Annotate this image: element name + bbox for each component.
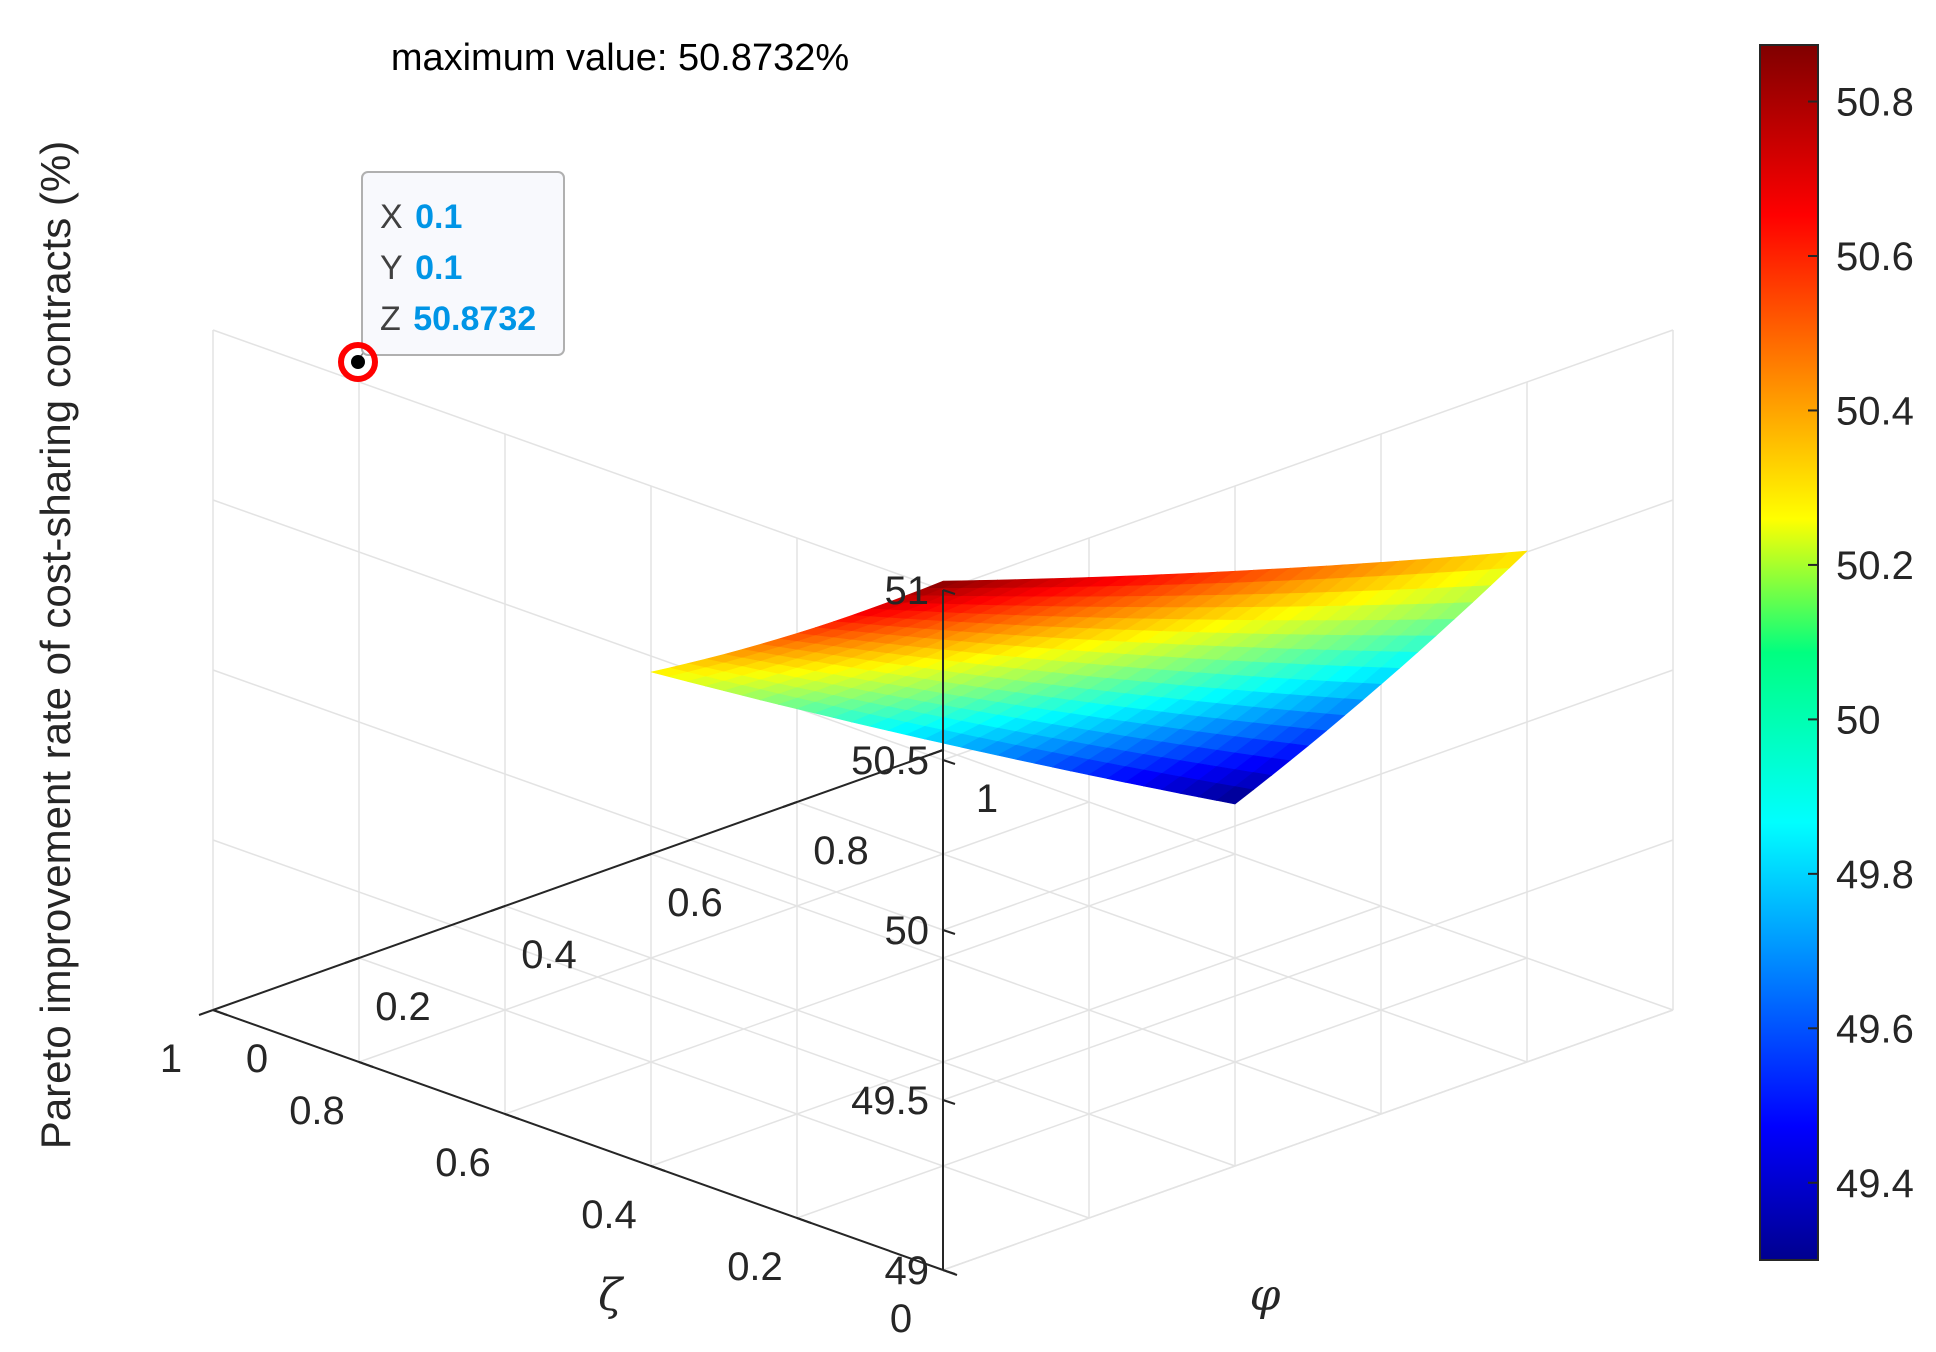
- x-tick-label: 0.4: [581, 1193, 637, 1237]
- y-axis-line: [212, 749, 944, 1011]
- x-axis-line: [212, 1009, 944, 1271]
- back-wall-gridline: [212, 839, 944, 1101]
- chart-title: maximum value: 50.8732%: [391, 37, 849, 79]
- y-tick-mark: [198, 1009, 214, 1016]
- y-tick-label: 0.6: [667, 881, 723, 925]
- datatip-z-row: Z 50.8732: [380, 300, 536, 338]
- back-wall-gridline: [212, 669, 944, 931]
- datatip-marker-ring[interactable]: [338, 342, 378, 382]
- y-tick-label: 0.2: [375, 985, 431, 1029]
- datatip-x-row: X 0.1: [380, 198, 462, 236]
- floor-gridline: [358, 957, 1090, 1219]
- y-tick-mark: [928, 749, 944, 756]
- x-tick-mark: [212, 1009, 228, 1016]
- y-tick-mark: [490, 905, 506, 912]
- back-wall-gridline: [942, 669, 1674, 931]
- y-tick-mark: [344, 957, 360, 964]
- back-wall-gridline: [942, 1009, 1674, 1271]
- z-tick-label: 51: [885, 569, 930, 613]
- y-axis-label: φ: [1250, 1270, 1281, 1321]
- floor-gridline: [796, 957, 1528, 1219]
- colorbar-tick-label: 49.8: [1836, 853, 1914, 897]
- x-tick-label: 0.6: [435, 1141, 491, 1185]
- colorbar[interactable]: 49.4 49.6 49.8 50 50.2 50.4 50.6 50.8: [1759, 44, 1914, 1261]
- floor-gridline: [650, 905, 1382, 1167]
- colorbar-tick-label: 49.4: [1836, 1162, 1914, 1206]
- z-tick-mark: [942, 759, 956, 765]
- data-tip[interactable]: X 0.1 Y 0.1 Z 50.8732: [338, 171, 565, 382]
- datatip-box: [361, 171, 565, 356]
- colorbar-tick-label: 50.2: [1836, 544, 1914, 588]
- surface-patch: [1216, 786, 1255, 805]
- colorbar-gradient: [1759, 44, 1819, 1261]
- datatip-marker-dot: [351, 355, 365, 369]
- x-tick-mark: [358, 1061, 374, 1068]
- y-tick-mark: [782, 801, 798, 808]
- floor-gridline: [504, 853, 1236, 1115]
- datatip-x-value: 0.1: [415, 198, 462, 236]
- datatip-y-value: 0.1: [415, 249, 462, 287]
- x-tick-mark: [796, 1217, 812, 1224]
- x-tick-label: 0.2: [727, 1245, 783, 1289]
- colorbar-tick-label: 49.6: [1836, 1007, 1914, 1051]
- x-tick-label: 0.8: [289, 1089, 345, 1133]
- axis-tick-labels: 49 49.5 50 50.5 51 0 0.2 0.4 0.6 0.8 1 0 0.2 0.4 0.6 0.…: [160, 569, 998, 1341]
- colorbar-tick-label: 50.6: [1836, 235, 1914, 279]
- colorbar-tick-label: 50.8: [1836, 81, 1914, 125]
- z-tick-mark: [942, 1099, 956, 1105]
- surface-mesh: [650, 550, 1528, 805]
- back-wall-gridline: [942, 329, 1674, 591]
- x-tick-label: 1: [160, 1037, 182, 1081]
- datatip-x-key: X: [380, 198, 403, 236]
- colorbar-tick-label: 50: [1836, 698, 1881, 742]
- y-tick-label: 1: [976, 777, 998, 821]
- back-wall-gridline: [212, 499, 944, 761]
- y-tick-label: 0: [246, 1037, 268, 1081]
- datatip-z-key: Z: [380, 300, 401, 338]
- x-tick-mark: [942, 1269, 958, 1276]
- x-tick-mark: [504, 1113, 520, 1120]
- z-tick-label: 49: [885, 1249, 930, 1293]
- datatip-y-row: Y 0.1: [380, 249, 462, 287]
- x-tick-label: 0: [890, 1297, 912, 1341]
- floor-gridline: [504, 905, 1236, 1167]
- z-tick-label: 50: [885, 909, 930, 953]
- colorbar-tick-label: 50.4: [1836, 389, 1914, 433]
- floor-gridline: [650, 853, 1382, 1115]
- y-tick-mark: [636, 853, 652, 860]
- axes-lines: [198, 589, 958, 1276]
- datatip-y-key: Y: [380, 249, 403, 287]
- floor-gridline: [358, 801, 1090, 1063]
- datatip-z-value: 50.8732: [413, 300, 536, 338]
- z-tick-label: 49.5: [851, 1079, 929, 1123]
- back-wall-gridline: [942, 839, 1674, 1101]
- x-tick-mark: [650, 1165, 666, 1172]
- floor-gridline: [942, 749, 1674, 1011]
- floor-gridline: [796, 801, 1528, 1063]
- z-tick-mark: [942, 589, 956, 595]
- x-axis-label: ζ: [598, 1270, 625, 1321]
- z-tick-label: 50.5: [851, 739, 929, 783]
- y-tick-label: 0.4: [521, 933, 577, 977]
- z-axis-label: Pareto improvement rate of cost-sharing …: [32, 141, 79, 1149]
- back-wall-gridline: [212, 329, 944, 591]
- y-tick-label: 0.8: [813, 829, 869, 873]
- z-tick-mark: [942, 929, 956, 935]
